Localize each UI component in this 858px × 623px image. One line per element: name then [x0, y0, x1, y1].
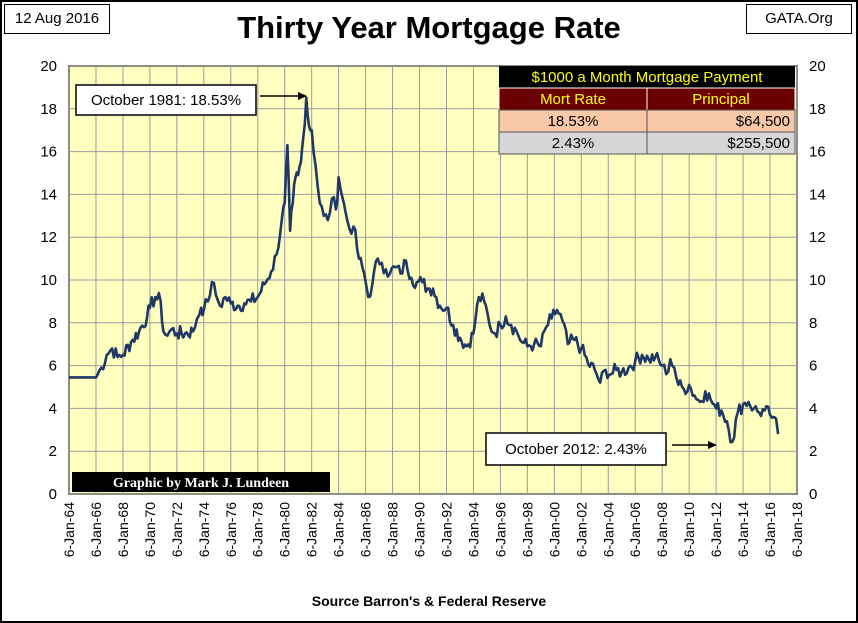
- x-tick-label: 6-Jan-04: [600, 502, 616, 557]
- x-tick-label: 6-Jan-02: [573, 502, 589, 557]
- table-row1-principal: $64,500: [736, 113, 790, 130]
- peak-annotation-text: October 1981: 18.53%: [91, 92, 241, 109]
- credit-bg: [72, 472, 330, 492]
- y-tick-label-left: 8: [49, 315, 57, 332]
- x-tick-label: 6-Jan-84: [331, 502, 347, 557]
- table-header-principal: Principal: [692, 91, 750, 108]
- table-row1-rate: 18.53%: [548, 113, 599, 130]
- table-header-rate: Mort Rate: [540, 91, 606, 108]
- y-tick-label-right: 14: [809, 186, 826, 203]
- y-tick-label-left: 10: [40, 272, 57, 289]
- table-cell: [646, 131, 796, 155]
- y-tick-label-left: 18: [40, 101, 57, 118]
- x-tick-label: 6-Jan-06: [627, 502, 643, 557]
- x-tick-label: 6-Jan-64: [61, 502, 77, 557]
- peak-annotation: October 1981: 18.53%: [75, 84, 307, 116]
- y-tick-label-right: 20: [809, 58, 826, 75]
- x-tick-label: 6-Jan-72: [169, 502, 185, 557]
- x-tick-label: 6-Jan-74: [196, 502, 212, 557]
- y-tick-label-left: 6: [49, 358, 57, 375]
- y-tick-label-right: 12: [809, 229, 826, 246]
- site-label: GATA.Org: [746, 4, 852, 34]
- low-annotation: October 2012: 2.43%: [485, 432, 717, 466]
- y-tick-label-left: 12: [40, 229, 57, 246]
- peak-annotation-box: [75, 84, 257, 116]
- chart-title: Thirty Year Mortgage Rate: [237, 10, 621, 45]
- y-tick-label-left: 0: [49, 486, 57, 503]
- x-tick-label: 6-Jan-68: [115, 502, 131, 557]
- x-tick-label: 6-Jan-12: [708, 502, 724, 557]
- y-tick-label-right: 18: [809, 101, 826, 118]
- y-tick-label-left: 2: [49, 443, 57, 460]
- table-title: $1000 a Month Mortgage Payment: [532, 69, 764, 86]
- x-tick-label: 6-Jan-18: [789, 502, 805, 557]
- y-tick-label-right: 2: [809, 443, 817, 460]
- x-tick-label: 6-Jan-00: [546, 502, 562, 557]
- x-tick-label: 6-Jan-88: [385, 502, 401, 557]
- x-tick-label: 6-Jan-94: [465, 502, 481, 557]
- date-label: 12 Aug 2016: [4, 4, 110, 34]
- source-note: Source Barron's & Federal Reserve: [311, 593, 547, 609]
- low-annotation-text: October 2012: 2.43%: [505, 441, 647, 458]
- x-tick-label: 6-Jan-66: [88, 502, 104, 557]
- peak-arrow-head: [298, 92, 307, 100]
- x-tick-label: 6-Jan-80: [277, 502, 293, 557]
- table-title-bg: [499, 66, 795, 88]
- mortgage-rate-line: [69, 96, 780, 444]
- y-tick-label-left: 16: [40, 144, 57, 161]
- x-tick-label: 6-Jan-96: [492, 502, 508, 557]
- low-annotation-box: [485, 432, 667, 466]
- x-tick-label: 6-Jan-14: [735, 502, 751, 557]
- y-tick-label-left: 4: [49, 400, 57, 417]
- low-arrow-head: [708, 441, 717, 449]
- y-axis-right: 0 2 4 6 8 10 12 14 16 18 20: [809, 58, 826, 503]
- x-tick-label: 6-Jan-82: [304, 502, 320, 557]
- y-tick-label-right: 6: [809, 358, 817, 375]
- y-axis-left: 0 2 4 6 8 10 12 14 16 18 20: [40, 58, 57, 503]
- y-tick-label-right: 10: [809, 272, 826, 289]
- x-tick-label: 6-Jan-70: [142, 502, 158, 557]
- x-tick-label: 6-Jan-92: [438, 502, 454, 557]
- y-tick-label-right: 4: [809, 400, 817, 417]
- credit-text: Graphic by Mark J. Lundeen: [113, 476, 289, 491]
- y-tick-label-right: 16: [809, 144, 826, 161]
- x-tick-label: 6-Jan-76: [223, 502, 239, 557]
- x-tick-label: 6-Jan-10: [681, 502, 697, 557]
- y-tick-label-right: 8: [809, 315, 817, 332]
- x-tick-label: 6-Jan-98: [519, 502, 535, 557]
- y-tick-label-right: 0: [809, 486, 817, 503]
- credit-label: Graphic by Mark J. Lundeen: [72, 472, 330, 492]
- x-tick-label: 6-Jan-78: [250, 502, 266, 557]
- x-tick-label: 6-Jan-90: [412, 502, 428, 557]
- table-row2-principal: $255,500: [727, 135, 790, 152]
- x-tick-label: 6-Jan-86: [358, 502, 374, 557]
- x-axis: 6-Jan-64 6-Jan-66 6-Jan-68 6-Jan-70 6-Jan-72…: [61, 502, 805, 557]
- y-tick-label-left: 20: [40, 58, 57, 75]
- payment-table: $1000 a Month Mortgage Payment Mort Rate…: [498, 66, 796, 155]
- y-tick-label-left: 14: [40, 186, 57, 203]
- table-row2-rate: 2.43%: [552, 135, 595, 152]
- x-tick-label: 6-Jan-16: [762, 502, 778, 557]
- x-tick-label: 6-Jan-08: [654, 502, 670, 557]
